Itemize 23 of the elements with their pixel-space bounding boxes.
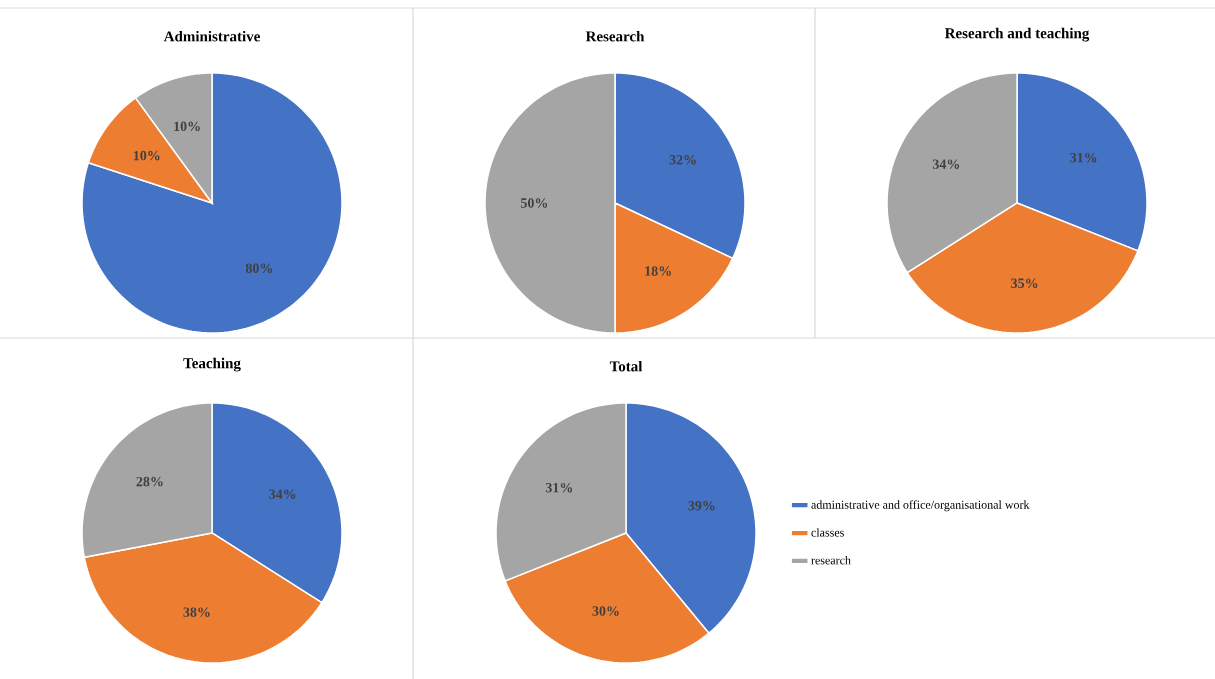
chart-title: Teaching (183, 357, 241, 372)
data-label: 39% (688, 500, 715, 511)
data-label: 18% (645, 266, 671, 276)
data-label: 10% (174, 121, 200, 132)
data-label: 50% (520, 198, 548, 208)
chart-title: Total (609, 360, 643, 372)
data-label: 32% (669, 155, 696, 165)
data-label: 34% (932, 159, 960, 169)
data-label: 35% (1011, 278, 1038, 288)
data-label: 30% (592, 606, 619, 616)
data-label: 28% (136, 476, 163, 487)
legend-label: classes (811, 528, 844, 537)
chart-title: Research and teaching (944, 27, 1090, 42)
data-label: 80% (245, 263, 273, 273)
legend-label: research (811, 555, 851, 565)
data-label: 10% (133, 150, 160, 161)
data-label: 34% (269, 489, 296, 499)
legend-label: administrative and office/organisational work (811, 500, 1030, 512)
data-label: 38% (183, 607, 210, 617)
data-label: 31% (1070, 152, 1097, 163)
chart-title: Administrative (163, 30, 260, 42)
chart-title: Research (585, 30, 645, 42)
data-label: 31% (545, 482, 573, 493)
